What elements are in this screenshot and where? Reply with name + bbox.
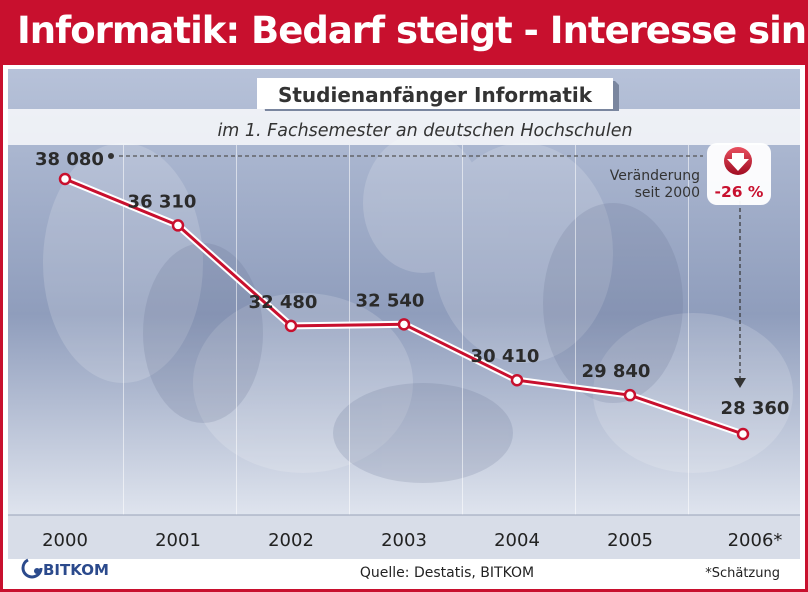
- data-point: [58, 172, 72, 186]
- bitkom-logo-icon: [21, 557, 43, 579]
- data-label: 36 310: [128, 191, 197, 212]
- data-point: [736, 427, 750, 441]
- bitkom-logo-text: BITKOM: [43, 561, 109, 579]
- chart-title: Studienanfänger Informatik: [278, 83, 593, 107]
- title-tab: [257, 78, 613, 109]
- bitkom-logo: BITKOM: [21, 557, 109, 579]
- data-point: [171, 219, 185, 232]
- change-label-line1: Veränderung: [610, 168, 700, 184]
- x-tick-label: 2005: [607, 530, 653, 551]
- data-point: [623, 388, 637, 402]
- data-point: [510, 373, 524, 387]
- data-label: 32 480: [249, 292, 318, 313]
- data-label: 32 540: [356, 290, 425, 311]
- chart-subtitle: im 1. Fachsemester an deutschen Hochschu…: [217, 121, 632, 141]
- subtitle-band: [8, 109, 800, 145]
- reference-dot: [108, 153, 114, 159]
- header-bar: Informatik: Bedarf steigt - Interesse si…: [3, 3, 805, 65]
- x-tick-label: 2003: [381, 530, 427, 551]
- change-value: -26 %: [715, 183, 764, 201]
- data-point: [397, 318, 411, 331]
- line-chart: Studienanfänger Informatik im 1. Fachsem…: [8, 69, 800, 581]
- x-tick-label: 2006*: [728, 530, 783, 551]
- page-title: Informatik: Bedarf steigt - Interesse si…: [17, 9, 808, 52]
- down-arrow-glyph: [727, 153, 749, 171]
- change-arrowhead: [734, 378, 746, 388]
- data-point: [284, 319, 298, 333]
- data-label: 29 840: [582, 361, 651, 382]
- background-shadows: [143, 203, 683, 483]
- source-note: Quelle: Destatis, BITKOM: [360, 565, 534, 581]
- x-tick-label: 2000: [42, 530, 88, 551]
- footnote: *Schätzung: [705, 566, 780, 581]
- change-label-line2: seit 2000: [635, 185, 700, 201]
- grid-lines: [123, 145, 689, 559]
- change-badge: -26 %: [707, 143, 771, 205]
- x-tick-label: 2001: [155, 530, 201, 551]
- data-label: 38 080: [35, 149, 104, 170]
- x-tick-label: 2002: [268, 530, 314, 551]
- data-label: 28 360: [721, 398, 790, 419]
- x-axis-band: [8, 515, 800, 559]
- data-points: [58, 172, 750, 441]
- data-labels: 38 080 36 310 32 480 32 540 30 410 29 840 28 3…: [35, 149, 789, 419]
- x-axis-ticks: 2000 2001 2002 2003 2004 2005 2006*: [42, 530, 782, 551]
- data-label: 30 410: [471, 346, 540, 367]
- x-tick-label: 2004: [494, 530, 540, 551]
